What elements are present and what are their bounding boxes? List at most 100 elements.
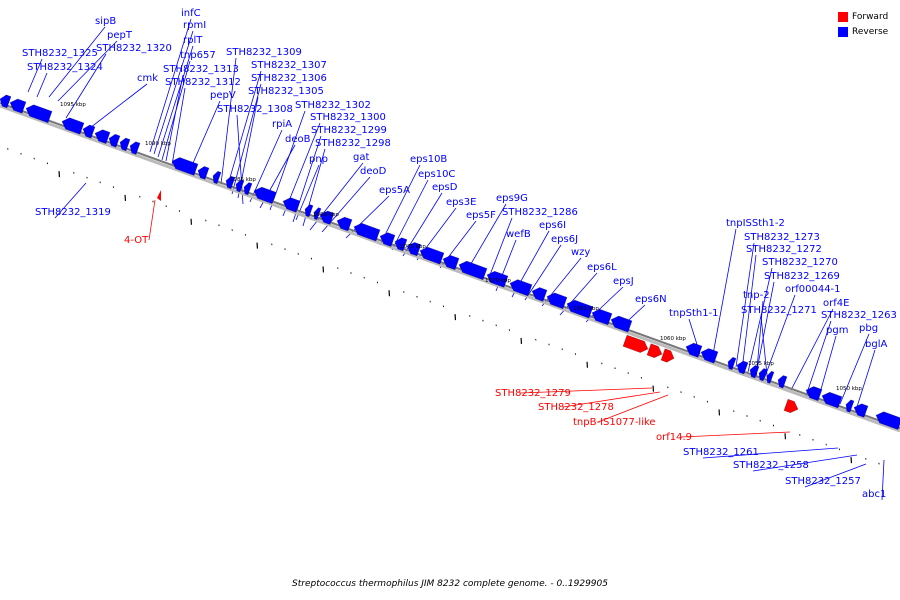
gene-label-sth8232-1298: STH8232_1298 [315,138,391,149]
gene-label-tnp-2: tnp-2 [743,290,770,301]
reverse-gene-arrow [235,179,245,193]
reverse-gene-arrow [82,124,96,139]
leader-line [220,57,237,185]
leader-line [702,447,839,459]
leader-line [752,454,858,472]
leader-line [89,83,148,129]
leader-line [804,463,867,488]
gene-label-eps5a: eps5A [379,185,410,196]
leader-line [36,72,48,98]
leader-line [562,391,661,408]
scale-label: 1050 kbp [836,386,862,392]
gene-label-epsd: epsD [432,182,458,193]
gene-label-rplt: rplT [183,35,203,46]
gene-label-epsj: epsJ [613,276,634,287]
scale-label: 1065 kbp [573,306,599,312]
gene-label-rpmi: rpmI [183,20,206,31]
reverse-gene-arrow [845,399,855,413]
leader-line [464,203,507,275]
legend-item-forward: Forward [838,9,888,24]
reverse-gene-arrow [129,141,141,155]
reverse-gene-arrow [700,348,719,364]
scale-label: 1055 kbp [748,361,774,367]
scale-label: 1070 kbp [485,278,511,284]
gene-label-tnpsth1-1: tnpSth1-1 [669,308,719,319]
leader-line [881,459,885,501]
gene-label-eps5f: eps5F [466,210,496,221]
reverse-gene-arrow [253,186,277,204]
reverse-gene-arrow [531,287,548,302]
gene-label-sth8232-1286: STH8232_1286 [502,207,578,218]
reverse-gene-arrow [486,270,509,288]
reverse-gene-arrow [442,255,460,271]
leader-line [48,26,106,98]
forward-gene-arrow [783,398,799,414]
reverse-gene-arrow [685,342,703,358]
reverse-gene-arrow [108,133,121,148]
reverse-gene-arrow [313,207,322,221]
gene-label-sth8232-1319: STH8232_1319 [35,207,111,218]
reverse-gene-arrow [243,182,253,196]
gene-label-deod: deoD [360,166,387,177]
reverse-swatch [838,26,848,37]
gene-label-sth8232-1312: STH8232_1312 [165,77,241,88]
gene-label-pept: pepT [107,30,133,41]
gene-label-infc: infC [181,8,201,19]
gene-label-4-ot: 4-OT [124,235,149,246]
reverse-gene-arrow [336,216,353,232]
forward-gene-arrow [660,348,675,363]
reverse-gene-arrow [749,365,760,379]
gene-label-sth8232-1258: STH8232_1258 [733,460,809,471]
scale-labels: 1095 kbp 1090 kbp 1085 kbp 1080 kbp 1075 kbp… [60,102,862,392]
reverse-gene-arrow [821,391,843,409]
reverse-gene-arrow [61,117,85,135]
leader-line [805,320,832,397]
legend-label-forward: Forward [852,11,889,22]
scale-label: 1075 kbp [400,244,426,250]
leader-line [762,294,796,383]
gene-label-eps6j: eps6J [551,234,578,245]
reverse-gene-arrow [212,170,222,185]
leader-line [741,254,757,371]
reverse-gene-arrow [197,166,210,180]
gene-label-tnpissth1-2: tnpISSth1-2 [726,218,785,229]
gene-label-eps6i: eps6I [539,220,566,231]
leader-line [855,349,876,411]
gene-label-sth8232-1279: STH8232_1279 [495,388,571,399]
forward-gene-arrow [622,334,649,353]
leader-line [755,281,775,376]
leader-line [519,387,653,394]
scale-label: 1090 kbp [145,141,171,147]
reverse-gene-arrow [509,279,533,297]
reverse-gene-arrow [379,232,396,247]
leader-line [379,164,421,246]
leader-line [597,394,669,423]
reverse-gene-arrow [304,204,314,218]
leader-line [149,18,192,153]
leader-line [189,100,221,171]
gene-label-eps9g: eps9G [496,193,528,204]
gene-label-sipb: sipB [95,16,116,27]
leader-line [27,58,43,93]
gene-arrows [0,94,900,430]
leader-line [226,70,262,189]
reverse-gene-arrow [853,403,869,418]
leader-line [65,53,107,119]
gene-label-bgla: bglA [865,339,887,350]
gene-label-eps6l: eps6L [587,262,617,273]
reverse-gene-arrow [94,129,111,144]
reverse-gene-arrow [25,104,53,124]
leader-line [760,315,769,386]
leader-line [249,129,283,203]
gene-label-sth8232-1307: STH8232_1307 [251,60,327,71]
reverse-gene-arrow [171,157,199,176]
leader-line [735,242,755,368]
gene-label-cmk: cmk [137,73,158,84]
gene-label-sth8232-1273: STH8232_1273 [744,232,820,243]
reverse-gene-arrow [225,175,236,190]
leader-line [711,228,737,361]
gene-label-sth8232-1302: STH8232_1302 [295,100,371,111]
track-shadow [0,104,900,433]
gene-label-pbg: pbg [859,323,878,334]
leader-line [789,308,834,393]
